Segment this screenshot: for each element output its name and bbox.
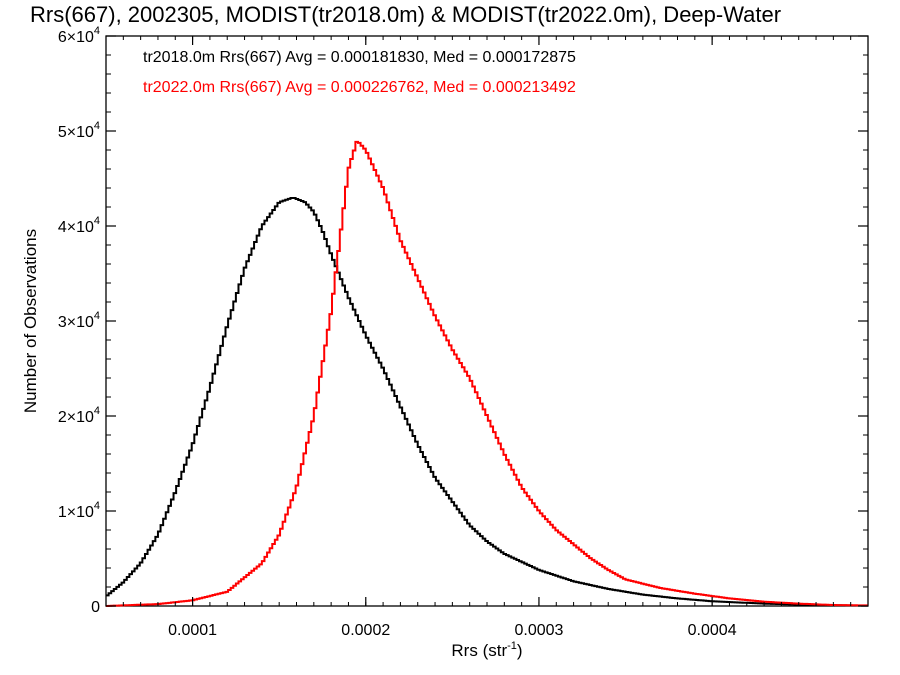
plot-frame (105, 35, 869, 607)
x-tick-label: 0.0001 (168, 622, 217, 639)
x-axis-label: Rrs (str-1) (451, 640, 522, 660)
y-tick-label: 3×104 (58, 310, 100, 331)
x-axis-label-end: ) (517, 641, 523, 660)
series-layer (106, 140, 869, 607)
y-tick-label: 4×104 (58, 215, 100, 236)
y-tick-label: 1×104 (58, 500, 100, 521)
y-tick-label: 5×104 (58, 120, 100, 141)
chart-title: Rrs(667), 2002305, MODIST(tr2018.0m) & M… (30, 2, 781, 27)
x-tick-label: 0.0002 (341, 622, 390, 639)
legend-entry-tr2018: tr2018.0m Rrs(667) Avg = 0.000181830, Me… (143, 49, 576, 66)
y-axis-label: Number of Observations (21, 229, 40, 413)
y-tick-label: 6×104 (58, 25, 100, 46)
x-axis-label-exponent: -1 (507, 640, 517, 652)
legend-entry-tr2022: tr2022.0m Rrs(667) Avg = 0.000226762, Me… (143, 79, 576, 96)
ticks-layer: 0.0001 0.0002 0.0003 0.0004 0 1×104 2×104 3×104… (58, 25, 869, 639)
y-tick-label: 2×104 (58, 405, 100, 426)
y-tick-label: 0 (91, 599, 100, 616)
x-tick-label: 0.0003 (514, 622, 563, 639)
series-line-tr2022.0m (106, 140, 869, 607)
x-axis-label-text: Rrs (str (451, 641, 507, 660)
x-tick-label: 0.0004 (688, 622, 737, 639)
series-line-tr2018.0m (106, 196, 869, 607)
